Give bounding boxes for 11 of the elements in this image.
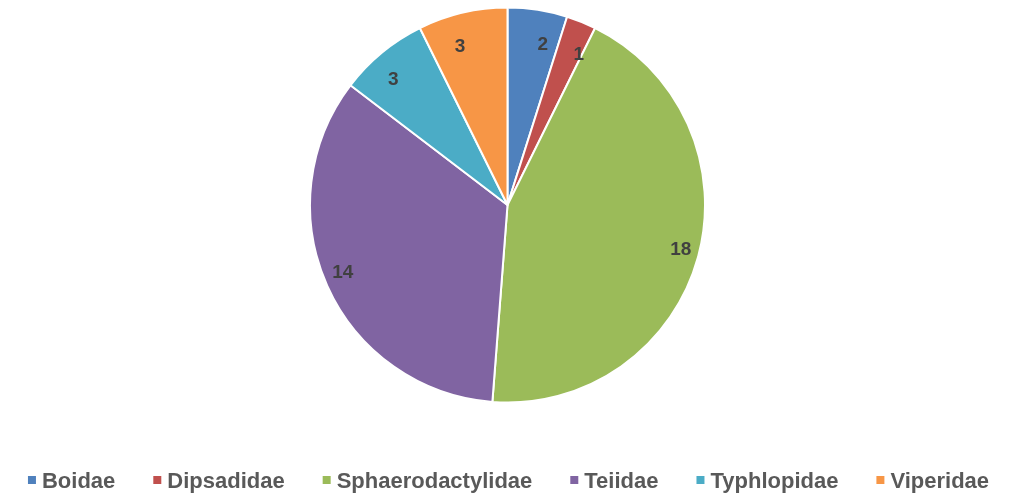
data-label: 3	[387, 68, 399, 90]
legend-label: Viperidae	[890, 467, 990, 493]
data-label: 2	[537, 32, 549, 54]
data-label: 14	[332, 261, 354, 283]
legend-label: Boidae	[41, 467, 116, 493]
legend-label: Teiidae	[584, 467, 659, 493]
data-label: 3	[454, 35, 466, 57]
legend-label: Sphaerodactylidae	[336, 467, 533, 493]
legend-label: Dipsadidae	[167, 467, 285, 493]
data-label: 18	[670, 237, 692, 259]
legend-label: Typhlopidae	[710, 467, 839, 493]
